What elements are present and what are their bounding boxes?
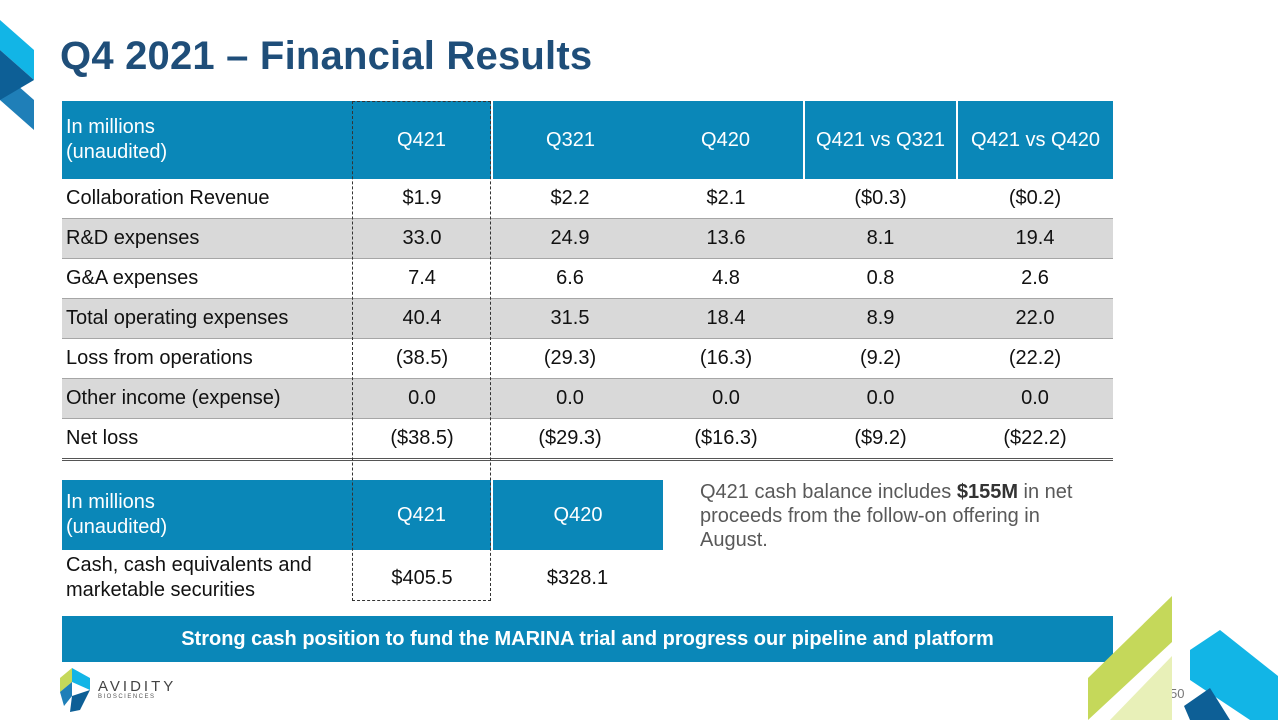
table-header-row: In millions (unaudited) Q421 Q420 (62, 480, 663, 550)
table-cell: 7.4 (352, 258, 492, 299)
table-cell: ($22.2) (957, 418, 1113, 461)
header-cell: Q421 vs Q321 (803, 101, 957, 179)
cash-note: Q421 cash balance includes $155M in net … (700, 480, 1080, 552)
table-row: Collaboration Revenue $1.9 $2.2 $2.1 ($0… (62, 179, 1113, 219)
table-cell: (9.2) (804, 338, 957, 379)
header-cell: Q321 (491, 101, 648, 179)
header-cell: Q421 (352, 101, 492, 179)
header-cell: Q420 (491, 480, 663, 550)
table-cell: 2.6 (957, 258, 1113, 299)
table-cell: 0.0 (352, 378, 492, 419)
row-label: Other income (expense) (62, 378, 352, 419)
row-label: R&D expenses (62, 218, 352, 259)
table-cell: 18.4 (648, 298, 804, 339)
cash-position-table: In millions (unaudited) Q421 Q420 Cash, … (62, 480, 663, 606)
page-number: 50 (1170, 686, 1185, 701)
table-row: Other income (expense) 0.0 0.0 0.0 0.0 0… (62, 378, 1113, 419)
table-cell: (22.2) (957, 338, 1113, 379)
logo-subtitle: BIOSCIENCES (98, 693, 156, 700)
header-cell: In millions (unaudited) (62, 101, 352, 179)
financial-results-table: In millions (unaudited) Q421 Q321 Q420 Q… (62, 101, 1113, 461)
table-cell: 19.4 (957, 218, 1113, 259)
table-row: R&D expenses 33.0 24.9 13.6 8.1 19.4 (62, 218, 1113, 259)
header-cell: In millions (unaudited) (62, 480, 352, 550)
table-cell: $2.2 (492, 179, 648, 219)
table-cell: $2.1 (648, 179, 804, 219)
table-row: Loss from operations (38.5) (29.3) (16.3… (62, 338, 1113, 379)
table-cell: ($0.2) (957, 179, 1113, 219)
table-cell: 8.9 (804, 298, 957, 339)
table-cell: ($29.3) (492, 418, 648, 461)
table-cell: ($38.5) (352, 418, 492, 461)
header-cell: Q421 (352, 480, 492, 550)
table-cell: 0.0 (957, 378, 1113, 419)
table-cell: 33.0 (352, 218, 492, 259)
summary-banner: Strong cash position to fund the MARINA … (62, 616, 1113, 662)
table-cell: ($9.2) (804, 418, 957, 461)
table-row: Cash, cash equivalents and marketable se… (62, 550, 663, 606)
table-cell: ($0.3) (804, 179, 957, 219)
row-label: G&A expenses (62, 258, 352, 299)
header-cell: Q421 vs Q420 (956, 101, 1113, 179)
table-cell: 40.4 (352, 298, 492, 339)
table-cell: 24.9 (492, 218, 648, 259)
table-cell: (16.3) (648, 338, 804, 379)
table-cell: 0.0 (804, 378, 957, 419)
table-cell: ($16.3) (648, 418, 804, 461)
row-label: Collaboration Revenue (62, 179, 352, 219)
table-cell: $405.5 (391, 566, 453, 589)
table-cell: 8.1 (804, 218, 957, 259)
table-cell: 0.8 (804, 258, 957, 299)
note-text: Q421 cash balance includes (700, 481, 957, 503)
table-cell: (38.5) (352, 338, 492, 379)
note-highlight: $155M (956, 481, 1018, 503)
table-cell: 6.6 (492, 258, 648, 299)
avidity-logo-icon (60, 668, 90, 712)
table-row: G&A expenses 7.4 6.6 4.8 0.8 2.6 (62, 258, 1113, 299)
row-label: Cash, cash equivalents and marketable se… (66, 554, 312, 601)
row-label: Net loss (62, 418, 352, 461)
left-decorative-shape (0, 20, 34, 130)
table-cell: $1.9 (352, 179, 492, 219)
table-row: Total operating expenses 40.4 31.5 18.4 … (62, 298, 1113, 339)
table-cell: 22.0 (957, 298, 1113, 339)
company-logo: AVIDITY BIOSCIENCES (58, 666, 176, 712)
table-row: Net loss ($38.5) ($29.3) ($16.3) ($9.2) … (62, 418, 1113, 461)
table-cell: $328.1 (546, 566, 609, 589)
table-cell: 0.0 (648, 378, 804, 419)
row-label: Total operating expenses (62, 298, 352, 339)
table-cell: 4.8 (648, 258, 804, 299)
logo-name: AVIDITY (98, 677, 177, 695)
table-header-row: In millions (unaudited) Q421 Q321 Q420 Q… (62, 101, 1113, 179)
table-cell: (29.3) (492, 338, 648, 379)
note-text: in net proceeds from the follow-on offer… (700, 481, 1073, 551)
right-decorative-shape (1088, 596, 1278, 720)
table-cell: 0.0 (492, 378, 648, 419)
page-title: Q4 2021 – Financial Results (60, 34, 593, 78)
row-label: Loss from operations (62, 338, 352, 379)
table-cell: 13.6 (648, 218, 804, 259)
table-cell: 31.5 (492, 298, 648, 339)
header-cell: Q420 (648, 101, 804, 179)
